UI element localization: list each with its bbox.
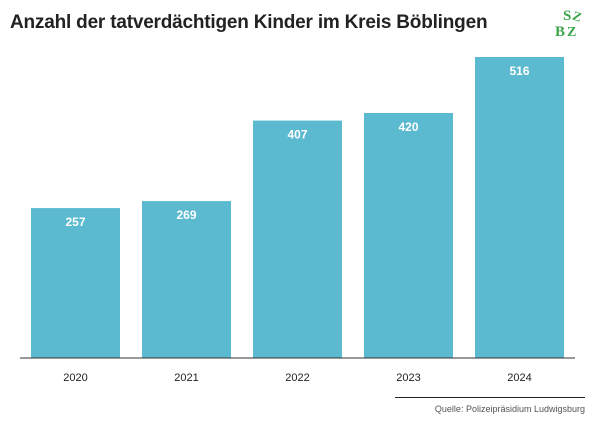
bar-2020 [31,208,120,358]
szbz-logo: S Z B Z [555,8,584,38]
x-tick-2020: 2020 [63,372,87,384]
source-divider [395,397,585,398]
bar-2023 [364,113,453,358]
data-label-2022: 407 [287,128,307,142]
data-label-2023: 420 [398,120,418,134]
bars-group: 257 269 407 420 516 [31,57,564,358]
x-tick-2022: 2022 [285,372,309,384]
data-label-2024: 516 [509,64,529,78]
bar-2024 [475,57,564,358]
data-label-2021: 269 [176,208,196,222]
x-tick-2023: 2023 [396,372,420,384]
data-label-2020: 257 [65,215,85,229]
chart-title: Anzahl der tatverdächtigen Kinder im Kre… [10,12,488,33]
bar-2022 [253,120,342,358]
svg-text:B: B [555,24,565,38]
svg-text:S: S [563,8,571,24]
x-tick-labels: 2020 2021 2022 2023 2024 [63,372,531,384]
svg-text:Z: Z [567,25,576,38]
bar-2021 [142,201,231,358]
x-tick-2021: 2021 [174,372,198,384]
x-tick-2024: 2024 [507,372,531,384]
source-note: Quelle: Polizeipräsidium Ludwigsburg [434,404,585,414]
